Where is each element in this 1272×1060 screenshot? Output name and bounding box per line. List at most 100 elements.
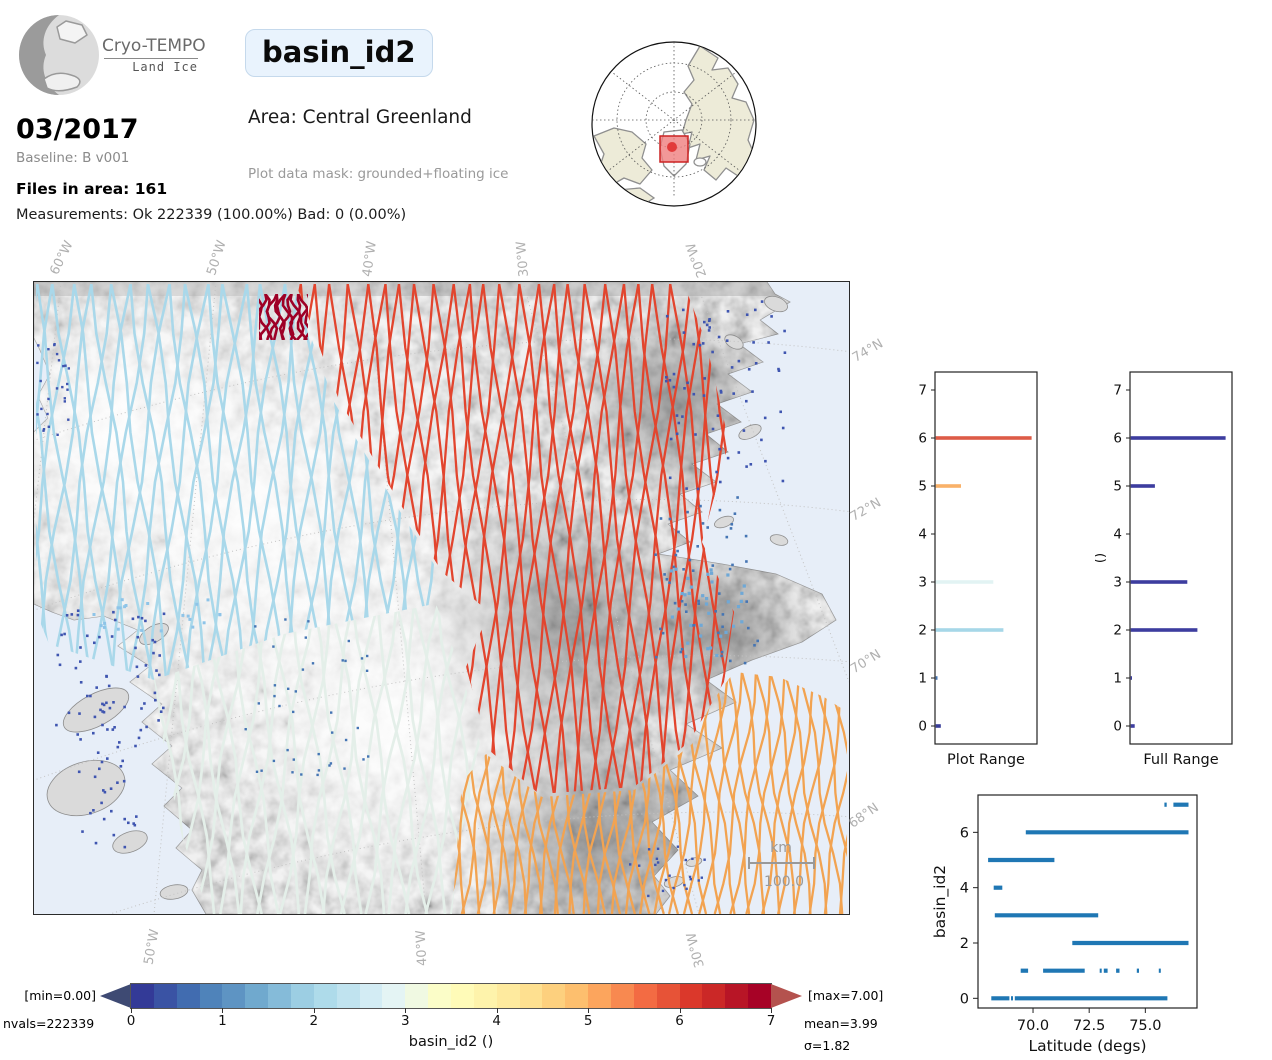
svg-text:6: 6 — [1113, 431, 1122, 447]
baseline-label: Baseline: B v001 — [16, 150, 130, 166]
svg-text:Plot Range: Plot Range — [947, 752, 1025, 768]
colorbar-cell — [405, 984, 429, 1008]
colorbar-tick — [679, 1008, 681, 1013]
graticule-label: 40°W — [360, 240, 380, 278]
svg-text:7: 7 — [1113, 383, 1122, 399]
logo-subtitle: Land Ice — [132, 60, 198, 74]
svg-text:7: 7 — [918, 383, 927, 399]
basin-2-tracks — [36, 284, 439, 680]
colorbar-cell — [702, 984, 726, 1008]
scale-bar-value: 100.0 — [764, 874, 804, 890]
colorbar-cell — [565, 984, 589, 1008]
svg-text:(): () — [1095, 553, 1108, 563]
colorbar-cell — [588, 984, 612, 1008]
colorbar-cell — [519, 984, 543, 1008]
cryo-tempo-logo-icon — [19, 15, 99, 95]
colorbar-cell — [748, 984, 772, 1008]
colorbar-tick-label: 4 — [492, 1013, 501, 1029]
area-dot-marker — [667, 142, 677, 152]
colorbar-tick — [313, 1008, 315, 1013]
colorbar-cell — [428, 984, 452, 1008]
svg-text:2: 2 — [960, 936, 969, 952]
graticule-label: 20°W — [683, 240, 711, 280]
variable-title-box: basin_id2 — [245, 29, 433, 77]
svg-text:4: 4 — [1113, 527, 1122, 543]
stat-mean: mean=3.99 — [804, 1016, 878, 1031]
date-label: 03/2017 — [16, 114, 139, 145]
colorbar-cell — [199, 984, 223, 1008]
colorbar-cell — [313, 984, 337, 1008]
colorbar-cell — [725, 984, 749, 1008]
colorbar-tick — [405, 1008, 407, 1013]
islands — [46, 295, 789, 900]
basin-3-tracks — [154, 604, 482, 914]
graticule-label: 70°N — [848, 646, 884, 678]
colorbar-cell — [359, 984, 383, 1008]
colorbar-cell — [336, 984, 360, 1008]
graticule-label: 60°W — [47, 238, 77, 278]
svg-text:2: 2 — [1113, 623, 1122, 639]
colorbar-cell — [222, 984, 246, 1008]
stat-nvals: nvals=222339 — [3, 1016, 95, 1031]
colorbar-cell — [245, 984, 269, 1008]
svg-text:4: 4 — [960, 881, 969, 897]
colorbar-cell — [542, 984, 566, 1008]
colorbar-label: basin_id2 () — [408, 1034, 494, 1050]
logo-rule — [104, 58, 198, 59]
svg-text:1: 1 — [918, 671, 927, 687]
measurements-label: Measurements: Ok 222339 (100.00%) Bad: 0… — [16, 207, 407, 223]
stat-min: [min=0.00] — [24, 988, 96, 1003]
svg-text:0: 0 — [960, 991, 969, 1007]
scale-bar-unit: km — [770, 840, 792, 856]
svg-text:0: 0 — [918, 719, 927, 735]
colorbar-cell — [176, 984, 200, 1008]
basin-7-tracks — [259, 294, 308, 340]
colorbar-tick-label: 3 — [400, 1013, 410, 1029]
svg-text:4: 4 — [918, 527, 927, 543]
area-label: Area: Central Greenland — [248, 107, 472, 128]
graticule-label: 30°W — [684, 930, 708, 970]
colorbar-cell — [153, 984, 177, 1008]
svg-text:Full Range: Full Range — [1143, 752, 1218, 768]
colorbar-cell — [451, 984, 474, 1008]
colorbar-tick — [496, 1008, 498, 1013]
colorbar-cell — [656, 984, 680, 1008]
colorbar-cell — [291, 984, 314, 1008]
latitude-scatter-chart: 70.0 72.5 75.0 0 2 4 6 Latitude (degs) basin_id2 — [930, 785, 1272, 1060]
svg-text:3: 3 — [918, 575, 927, 591]
files-label: Files in area: 161 — [16, 180, 168, 198]
full-range-chart: 0 1 2 3 4 5 6 7 Full Range () — [1093, 362, 1245, 774]
svg-text:5: 5 — [1113, 479, 1122, 495]
svg-text:72.5: 72.5 — [1073, 1018, 1105, 1034]
colorbar-body — [130, 983, 772, 1009]
main-map: km 100.0 — [0, 281, 853, 943]
colorbar-over-arrow — [771, 984, 802, 1008]
graticule-label: 74°N — [850, 336, 886, 366]
colorbar-cell — [611, 984, 634, 1008]
coastal-data-dots — [36, 300, 787, 898]
graticule-label: 40°W — [413, 929, 431, 967]
svg-text:2: 2 — [918, 623, 927, 639]
graticule-label: 72°N — [848, 495, 884, 525]
graticule-label: 68°N — [846, 800, 882, 832]
svg-text:75.0: 75.0 — [1129, 1018, 1161, 1034]
svg-text:1: 1 — [1113, 671, 1122, 687]
svg-text:6: 6 — [918, 431, 927, 447]
colorbar-tick — [222, 1008, 224, 1013]
colorbar-tick-label: 6 — [675, 1013, 684, 1029]
scale-bar — [748, 857, 815, 869]
graticule-label: 30°W — [513, 240, 533, 278]
svg-text:basin_id2: basin_id2 — [931, 865, 950, 938]
svg-text:70.0: 70.0 — [1017, 1018, 1049, 1034]
colorbar-tick-label: 7 — [766, 1013, 776, 1029]
colorbar-tick-label: 5 — [583, 1013, 593, 1029]
svg-text:0: 0 — [1113, 719, 1122, 735]
globe-locator-map — [591, 41, 757, 207]
mask-label: Plot data mask: grounded+floating ice — [248, 166, 509, 182]
stat-sigma: σ=1.82 — [804, 1038, 851, 1053]
colorbar-cell — [633, 984, 657, 1008]
colorbar-tick-label: 0 — [126, 1013, 136, 1029]
svg-text:5: 5 — [918, 479, 927, 495]
colorbar-cell — [268, 984, 292, 1008]
